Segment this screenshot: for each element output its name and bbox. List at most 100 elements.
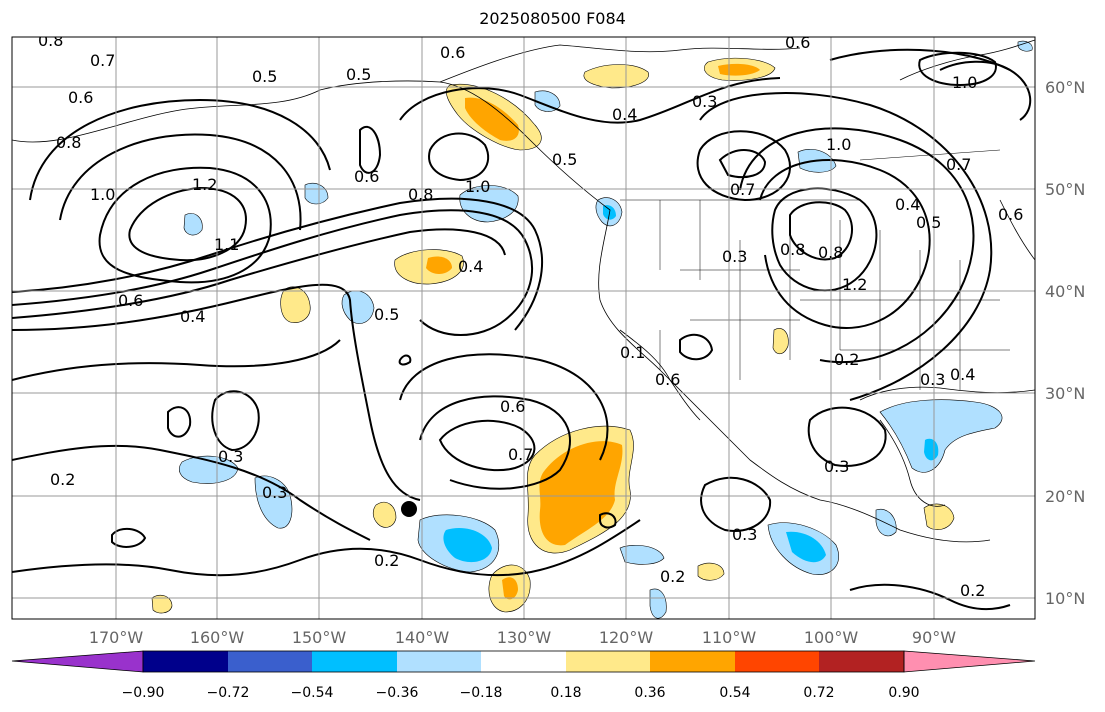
contour-label: 0.1 xyxy=(620,343,645,362)
contour-label: 0.8 xyxy=(38,31,63,50)
contour-label: 0.2 xyxy=(374,551,399,570)
contour-label: 0.4 xyxy=(950,365,975,384)
contour-label: 0.6 xyxy=(354,167,379,186)
contour-label: 0.3 xyxy=(692,92,717,111)
negative-anomaly-region xyxy=(459,185,519,223)
contour-label: 0.4 xyxy=(895,195,920,214)
negative-anomaly-core xyxy=(786,531,826,563)
lat-tick-label: 30°N xyxy=(1045,384,1085,403)
positive-anomaly-core xyxy=(539,441,623,546)
colorbar-segment xyxy=(650,651,735,672)
lon-tick-label: 130°W xyxy=(497,628,552,647)
colorbar-segment xyxy=(566,651,650,672)
colorbar-segment xyxy=(228,651,312,672)
colorbar-extend-high xyxy=(903,650,1036,673)
contour-label: 1.0 xyxy=(465,177,490,196)
negative-anomaly-core xyxy=(443,528,492,563)
contour-label: 0.6 xyxy=(68,88,93,107)
contour-label: 0.3 xyxy=(920,370,945,389)
positive-anomaly-core xyxy=(426,256,452,274)
colorbar-segment xyxy=(397,651,481,672)
contour-label: 0.5 xyxy=(552,150,577,169)
colorbar-segment xyxy=(819,651,904,672)
positive-anomaly-region xyxy=(697,562,725,581)
contour-labels: 0.8 0.7 0.6 0.5 0.5 0.6 0.6 0.3 0.4 0.8 … xyxy=(38,31,1023,600)
contour-label: 0.6 xyxy=(785,33,810,52)
colorbar-tick-label: 0.18 xyxy=(550,685,581,701)
shaded-fields xyxy=(151,40,1033,619)
lon-tick-label: 150°W xyxy=(292,628,347,647)
contour-label: 0.5 xyxy=(252,67,277,86)
colorbar-tick-label: −0.54 xyxy=(291,685,334,701)
lat-tick-label: 10°N xyxy=(1045,589,1085,608)
contour-label: 1.0 xyxy=(952,73,977,92)
marker-dot xyxy=(401,501,417,517)
lat-tick-label: 40°N xyxy=(1045,282,1085,301)
negative-anomaly-region xyxy=(649,588,667,619)
contour-label: 1.1 xyxy=(214,235,239,254)
colorbar-tick-label: 0.90 xyxy=(888,685,919,701)
graticule xyxy=(12,37,1035,619)
contour-label: 0.6 xyxy=(998,205,1023,224)
colorbar-segment xyxy=(312,651,397,672)
colorbar-tick-label: −0.72 xyxy=(207,685,250,701)
contour-label: 1.2 xyxy=(192,175,217,194)
positive-anomaly-core xyxy=(465,97,519,141)
contour-label: 0.6 xyxy=(500,397,525,416)
contour-label: 0.6 xyxy=(118,291,143,310)
contour-label: 0.6 xyxy=(655,370,680,389)
colorbar-extend-low xyxy=(11,650,144,673)
contour-label: 0.3 xyxy=(824,457,849,476)
contour-label: 0.8 xyxy=(408,185,433,204)
contour-label: 0.4 xyxy=(612,105,637,124)
negative-anomaly-core xyxy=(924,438,939,461)
positive-anomaly-region xyxy=(923,503,955,531)
positive-anomaly-region xyxy=(151,594,173,614)
colorbar-tick-label: 0.54 xyxy=(719,685,750,701)
lat-tick-label: 50°N xyxy=(1045,180,1085,199)
lon-tick-label: 110°W xyxy=(702,628,757,647)
contour-label: 0.8 xyxy=(818,243,843,262)
negative-anomaly-region xyxy=(534,90,561,112)
colorbar-segment xyxy=(143,651,228,672)
negative-anomaly-region xyxy=(183,213,203,236)
colorbar: −0.90 −0.72 −0.54 −0.36 −0.18 0.18 0.36 … xyxy=(11,650,1036,701)
contour-label: 0.5 xyxy=(346,65,371,84)
lat-tick-label: 60°N xyxy=(1045,78,1085,97)
contour-label: 0.7 xyxy=(946,155,971,174)
contour-label: 1.0 xyxy=(826,135,851,154)
lon-tick-label: 160°W xyxy=(190,628,245,647)
contour-label: 0.7 xyxy=(508,445,533,464)
contour-label: 0.5 xyxy=(916,213,941,232)
contour-label: 0.2 xyxy=(50,470,75,489)
lon-tick-labels: 170°W 160°W 150°W 140°W 130°W 120°W 110°… xyxy=(89,628,956,647)
positive-anomaly-core xyxy=(502,577,518,600)
colorbar-tick-label: −0.18 xyxy=(460,685,503,701)
negative-anomaly-region xyxy=(879,399,1003,473)
contour-label: 1.0 xyxy=(90,185,115,204)
contour-label: 0.6 xyxy=(440,43,465,62)
contour-label: 0.8 xyxy=(56,133,81,152)
positive-anomaly-region xyxy=(583,64,649,89)
negative-anomaly-region xyxy=(304,182,329,205)
positive-anomaly-region xyxy=(372,501,397,528)
lon-tick-label: 120°W xyxy=(599,628,654,647)
contour-label: 0.8 xyxy=(780,240,805,259)
lon-tick-label: 170°W xyxy=(89,628,144,647)
contour-label: 0.3 xyxy=(732,525,757,544)
contour-label: 0.3 xyxy=(722,247,747,266)
contour-label: 0.2 xyxy=(834,350,859,369)
colorbar-tick-label: 0.36 xyxy=(634,685,665,701)
colorbar-segment xyxy=(735,651,819,672)
negative-anomaly-region xyxy=(875,508,897,537)
negative-anomaly-region xyxy=(619,545,665,565)
lat-tick-label: 20°N xyxy=(1045,487,1085,506)
positive-anomaly-region xyxy=(772,328,789,355)
contour-label: 0.2 xyxy=(960,581,985,600)
contour-label: 0.4 xyxy=(180,307,205,326)
contour-label: 0.7 xyxy=(90,51,115,70)
colorbar-tick-label: −0.36 xyxy=(376,685,419,701)
colorbar-tick-label: −0.90 xyxy=(122,685,165,701)
plot-frame xyxy=(11,36,1036,620)
lon-tick-label: 140°W xyxy=(395,628,450,647)
